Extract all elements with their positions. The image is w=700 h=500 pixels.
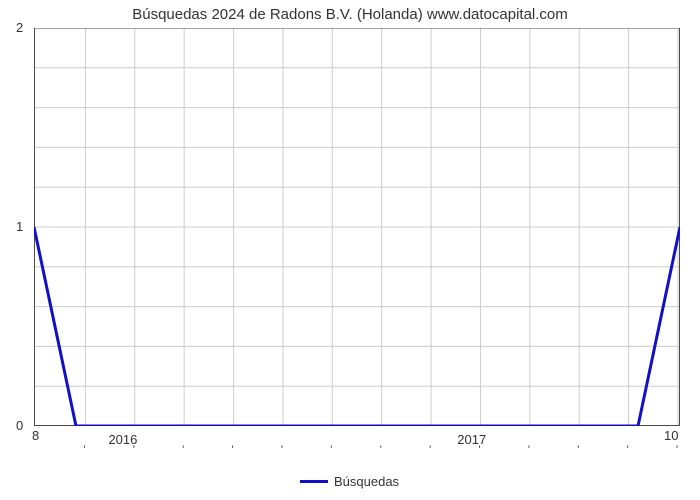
legend-label: Búsquedas: [334, 474, 399, 489]
chart-title: Búsquedas 2024 de Radons B.V. (Holanda) …: [0, 6, 700, 23]
x-minor-tick: ': [429, 444, 431, 456]
x-minor-tick: ': [380, 444, 382, 456]
y-tick-label: 2: [16, 20, 23, 35]
x-minor-tick: ': [676, 444, 678, 456]
y-tick-label: 1: [16, 219, 23, 234]
x-minor-tick: ': [528, 444, 530, 456]
series-line: [34, 227, 680, 426]
bottom-left-range-label: 8: [32, 428, 39, 443]
x-minor-tick: ': [478, 444, 480, 456]
plot-svg: [34, 28, 680, 426]
legend-swatch: [300, 480, 328, 483]
x-minor-tick: ': [281, 444, 283, 456]
x-minor-tick: ': [627, 444, 629, 456]
chart-container: Búsquedas 2024 de Radons B.V. (Holanda) …: [0, 0, 700, 500]
x-minor-tick: ': [133, 444, 135, 456]
x-minor-tick: ': [83, 444, 85, 456]
x-minor-tick: ': [577, 444, 579, 456]
plot-area: [34, 28, 680, 426]
legend: Búsquedas: [300, 474, 399, 489]
x-minor-tick: ': [182, 444, 184, 456]
y-tick-label: 0: [16, 418, 23, 433]
x-tick-label: 2017: [457, 432, 486, 447]
bottom-right-range-label: 10: [664, 428, 678, 443]
x-minor-tick: ': [232, 444, 234, 456]
x-minor-tick: ': [330, 444, 332, 456]
